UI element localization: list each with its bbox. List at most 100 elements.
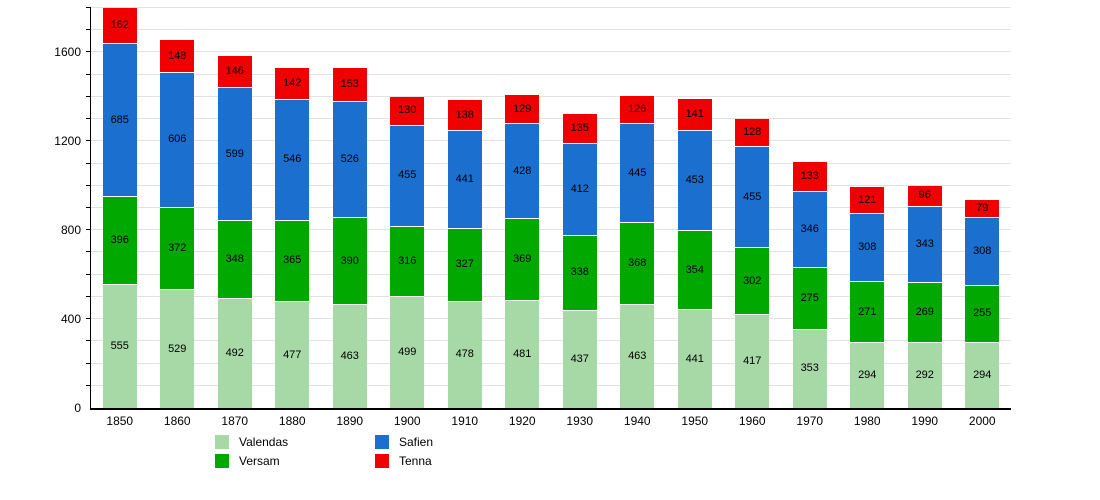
bar-value-label: 255	[973, 307, 992, 320]
bar-1910: 478 327 441 138	[447, 100, 482, 408]
bar-segment-tenna: 129	[505, 95, 540, 125]
gridline	[91, 229, 1011, 231]
x-axis-label: 1980	[853, 414, 881, 428]
bar-1990: 292 269 343 96	[907, 185, 942, 408]
bar-value-label: 372	[168, 242, 187, 255]
bar-value-label: 138	[455, 108, 474, 121]
bar-segment-versam: 255	[965, 286, 1000, 343]
bar-segment-tenna: 141	[677, 99, 712, 131]
bar-value-label: 96	[918, 189, 931, 202]
bar-value-label: 294	[973, 368, 992, 381]
bar-segment-tenna: 130	[390, 96, 425, 126]
gridline	[91, 273, 1011, 275]
bar-segment-tenna: 138	[447, 100, 482, 132]
bar-segment-safien: 428	[505, 124, 540, 220]
x-axis-label: 2000	[968, 414, 996, 428]
y-axis-tick	[86, 29, 91, 31]
y-axis-label: 1200	[54, 134, 81, 149]
bar-slot: 529 372 606 148	[149, 8, 207, 408]
bar-segment-tenna: 96	[907, 185, 942, 208]
bar-segment-tenna: 128	[735, 118, 770, 148]
bar-segment-safien: 546	[275, 99, 310, 221]
bar-value-label: 346	[800, 223, 819, 236]
bar-segment-valendas: 294	[850, 342, 885, 408]
legend-label: Versam	[239, 453, 280, 468]
bar-value-label: 133	[800, 169, 819, 182]
gridline	[91, 95, 1011, 97]
bar-slot: 294 271 308 121	[839, 8, 897, 408]
bar-value-label: 142	[283, 76, 302, 89]
bar-value-label: 606	[168, 133, 187, 146]
y-axis-tick	[86, 273, 91, 275]
bar-segment-versam: 275	[792, 268, 827, 330]
y-axis-tick	[86, 229, 91, 231]
bar-segment-versam: 354	[677, 231, 712, 310]
bar-segment-versam: 390	[332, 218, 367, 306]
gridline	[91, 140, 1011, 142]
bar-value-label: 499	[398, 346, 417, 359]
bar-slot: 463 390 526 153	[321, 8, 379, 408]
bar-slot: 499 316 455 130	[379, 8, 437, 408]
x-axis-label: 1940	[623, 414, 651, 428]
gridline	[91, 207, 1011, 208]
legend-swatch-versam	[215, 453, 229, 468]
bar-value-label: 128	[743, 125, 762, 138]
bar-value-label: 463	[340, 350, 359, 363]
gridline	[91, 295, 1011, 297]
bar-slot: 555 396 685 162	[91, 8, 149, 408]
bar-value-label: 338	[570, 266, 589, 279]
bar-value-label: 302	[743, 274, 762, 287]
bar-slot: 437 338 412 135	[551, 8, 609, 408]
bar-segment-safien: 599	[217, 88, 252, 222]
bar-1860: 529 372 606 148	[160, 40, 195, 408]
bar-segment-valendas: 417	[735, 315, 770, 408]
bar-1870: 492 348 599 146	[217, 55, 252, 408]
bar-value-label: 148	[168, 49, 187, 62]
bar-segment-versam: 369	[505, 219, 540, 302]
bar-value-label: 308	[858, 241, 877, 254]
bar-value-label: 141	[685, 108, 704, 121]
bar-segment-valendas: 477	[275, 302, 310, 408]
x-axis-label: 1930	[566, 414, 594, 428]
x-axis-label: 1920	[508, 414, 536, 428]
bar-value-label: 271	[858, 305, 877, 318]
y-axis-tick	[86, 251, 91, 253]
bar-value-label: 455	[398, 169, 417, 182]
bar-value-label: 308	[973, 244, 992, 257]
bar-value-label: 316	[398, 255, 417, 268]
y-axis-tick	[86, 162, 91, 164]
bar-value-label: 348	[225, 253, 244, 265]
x-axis-label: 1890	[336, 414, 364, 428]
x-axis-label: 1900	[393, 414, 421, 428]
x-axis-label: 1950	[681, 414, 709, 428]
bar-slot: 353 275 346 133	[781, 8, 839, 408]
bar-value-label: 294	[858, 368, 877, 381]
bar-value-label: 478	[455, 348, 474, 361]
bar-segment-valendas: 353	[792, 329, 827, 408]
gridline	[91, 184, 1011, 186]
bar-segment-tenna: 148	[160, 40, 195, 74]
bar-value-label: 477	[283, 348, 302, 361]
bar-value-label: 343	[915, 238, 934, 251]
bar-segment-safien: 343	[907, 207, 942, 284]
y-axis-tick	[86, 340, 91, 342]
y-axis-label: 800	[60, 223, 81, 238]
bar-value-label: 445	[628, 166, 647, 179]
bar-1900: 499 316 455 130	[390, 96, 425, 408]
bar-segment-versam: 327	[447, 229, 482, 302]
bar-slot: 417 302 455 128	[724, 8, 782, 408]
bar-value-label: 327	[455, 258, 474, 271]
gridline	[91, 384, 1011, 386]
y-axis-tick	[86, 384, 91, 386]
y-axis-tick	[86, 7, 91, 8]
y-axis-tick	[86, 118, 91, 120]
bar-segment-valendas: 292	[907, 343, 942, 408]
bar-value-label: 130	[398, 104, 417, 117]
gridline	[91, 251, 1011, 253]
gridline	[91, 7, 1011, 8]
bar-value-label: 441	[455, 173, 474, 186]
bar-value-label: 353	[800, 362, 819, 375]
bar-value-label: 354	[685, 263, 704, 276]
legend-label: Tenna	[399, 453, 432, 468]
